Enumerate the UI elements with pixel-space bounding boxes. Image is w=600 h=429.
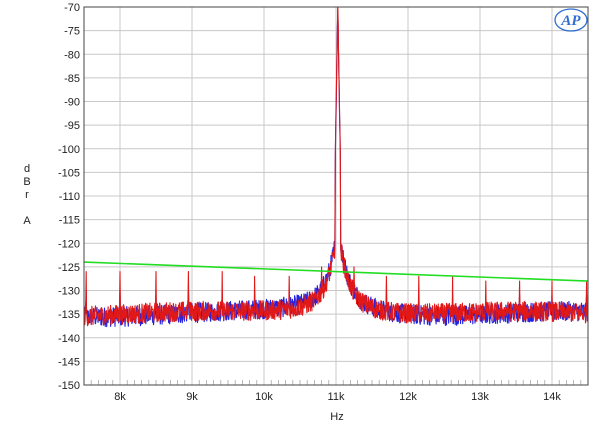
y-tick-label: -85	[64, 73, 80, 85]
ap-logo: AP	[554, 8, 588, 32]
y-tick-label: -140	[58, 333, 80, 345]
y-tick-label: -105	[58, 167, 80, 179]
y-axis-title-letter: d	[24, 163, 30, 175]
x-tick-label: 8k	[114, 391, 126, 403]
series-group	[84, 7, 588, 328]
x-tick-label: 10k	[255, 391, 273, 403]
plot-frame	[83, 6, 589, 386]
y-tick-label: -95	[64, 120, 80, 132]
y-axis-title-letter: A	[23, 215, 31, 227]
y-tick-label: -110	[59, 191, 80, 203]
y-tick-label: -115	[59, 215, 80, 227]
logo-text: AP	[560, 13, 581, 29]
y-tick-label: -135	[58, 309, 80, 321]
y-tick-label: -120	[58, 238, 80, 250]
y-tick-label: -75	[64, 26, 80, 38]
x-tick-label: 13k	[471, 391, 489, 403]
y-tick-label: -90	[64, 97, 80, 109]
y-tick-label: -100	[58, 144, 80, 156]
x-tick-label: 12k	[399, 391, 417, 403]
y-axis-title-letter: r	[25, 189, 29, 201]
y-axis-title-letter: B	[23, 176, 30, 188]
x-axis-ticks: 8k 9k 10k 11k 12k 13k 14k	[83, 380, 589, 403]
grid	[84, 6, 588, 386]
y-tick-label: -150	[58, 380, 80, 392]
x-axis-title: Hz	[330, 411, 343, 423]
limit-line	[84, 261, 588, 282]
red-trace	[84, 7, 588, 327]
x-tick-label: 11k	[328, 391, 345, 403]
x-tick-label: 9k	[186, 391, 198, 403]
y-axis-title: dBr A	[23, 163, 31, 227]
y-tick-label: -80	[64, 49, 80, 61]
y-tick-label: -70	[64, 2, 80, 14]
x-tick-label: 14k	[543, 391, 561, 403]
y-tick-label: -130	[58, 286, 80, 298]
y-axis-ticks: -70 -75 -80 -85 -90 -95 -100 -105 -110 -115 -120 -1…	[58, 2, 80, 392]
y-tick-label: -145	[58, 356, 80, 368]
y-tick-label: -125	[58, 262, 80, 274]
